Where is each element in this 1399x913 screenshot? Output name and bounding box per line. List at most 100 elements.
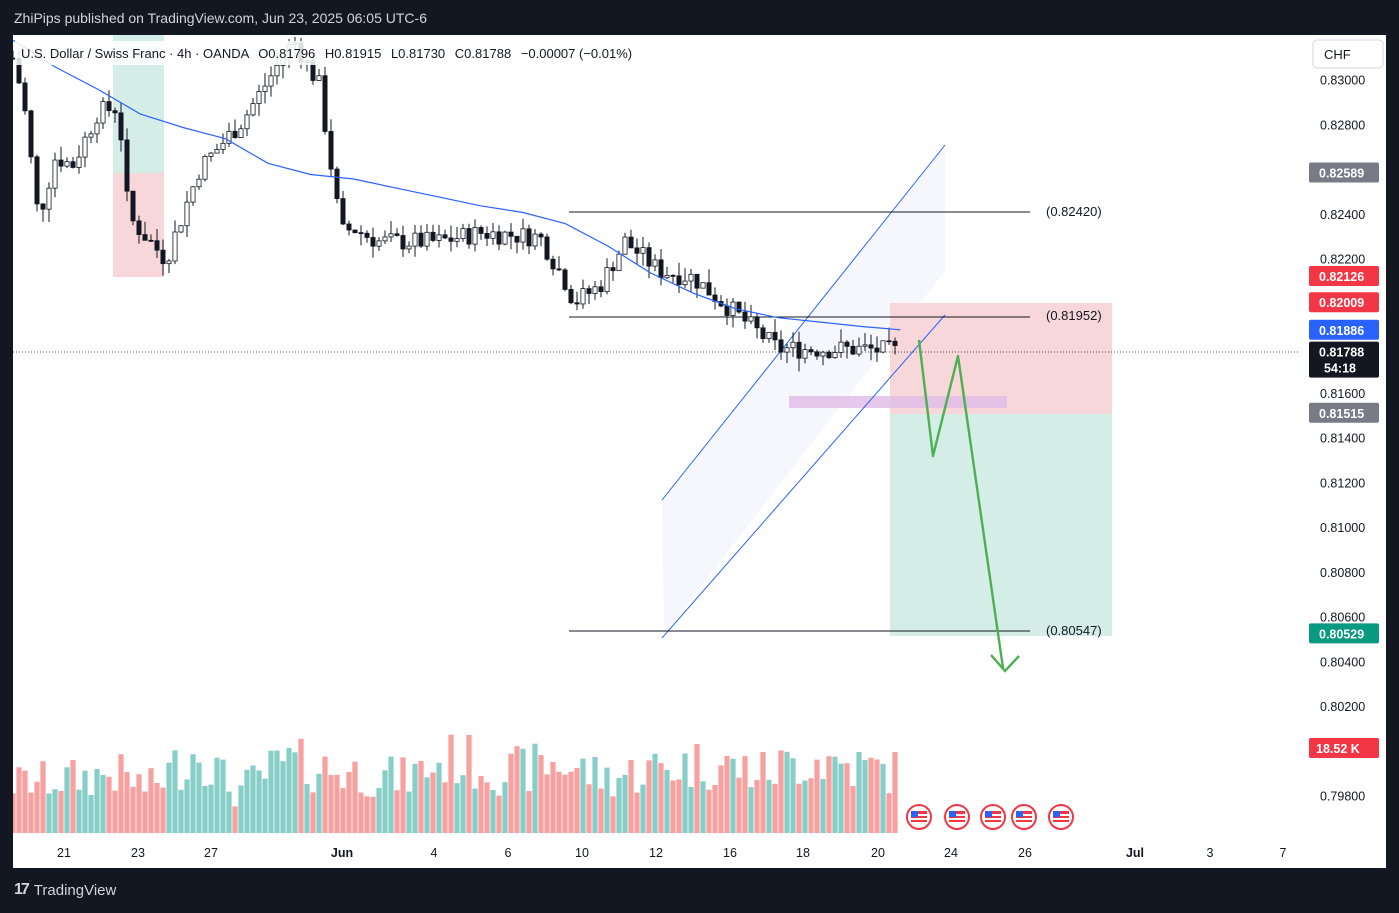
channel-upper-line[interactable] bbox=[661, 144, 946, 501]
volume-tag: 18.52 K bbox=[1309, 738, 1379, 758]
candle bbox=[352, 229, 358, 234]
candle bbox=[268, 66, 274, 97]
publish-info: ZhiPips published on TradingView.com, Ju… bbox=[14, 10, 427, 26]
volume-bar bbox=[286, 747, 292, 833]
volume-bar bbox=[358, 792, 364, 833]
volume-bar bbox=[652, 753, 658, 833]
volume-bar bbox=[844, 763, 850, 833]
tradingview-logo[interactable]: 17 TradingView bbox=[14, 881, 116, 899]
us-flag-icon[interactable] bbox=[906, 804, 932, 830]
price-chart[interactable]: (0.82420) (0.81952) (0.80547) U.S. Dolla… bbox=[13, 35, 1386, 868]
volume-bar bbox=[682, 753, 688, 833]
candle bbox=[94, 117, 100, 144]
volume-bar bbox=[586, 784, 592, 833]
volume-bar bbox=[808, 778, 814, 833]
volume-bar bbox=[88, 795, 94, 833]
projection-arrowhead bbox=[990, 654, 1020, 673]
candle bbox=[682, 268, 688, 288]
candle bbox=[760, 324, 766, 343]
candle bbox=[340, 190, 346, 226]
volume-bar bbox=[196, 762, 202, 833]
candle bbox=[40, 203, 46, 222]
volume-bar bbox=[580, 758, 586, 833]
candle bbox=[622, 232, 628, 255]
time-axis-tick: 12 bbox=[649, 846, 663, 860]
volume-bar bbox=[178, 789, 184, 833]
candle bbox=[370, 227, 376, 258]
candle bbox=[52, 152, 58, 198]
volume-bar bbox=[328, 775, 334, 833]
volume-bar bbox=[568, 771, 574, 833]
candle bbox=[430, 224, 436, 243]
candle bbox=[754, 312, 760, 339]
volume-bar bbox=[130, 786, 136, 833]
us-flag-icon[interactable] bbox=[944, 804, 970, 830]
candle bbox=[628, 229, 634, 249]
economic-event-flags[interactable] bbox=[906, 804, 1074, 830]
candle bbox=[358, 225, 364, 246]
candle bbox=[886, 327, 892, 345]
price-axis-tick: 0.81600 bbox=[1320, 387, 1365, 401]
channel-fill bbox=[662, 145, 945, 634]
candle bbox=[490, 222, 496, 245]
time-axis-tick: Jul bbox=[1126, 846, 1144, 860]
volume-bar bbox=[16, 767, 22, 833]
candle bbox=[316, 68, 322, 81]
volume-bar bbox=[832, 756, 838, 833]
volume-bar bbox=[646, 760, 652, 833]
volume-bar bbox=[352, 761, 358, 833]
candle bbox=[382, 230, 388, 244]
projection-arrow[interactable] bbox=[917, 339, 1005, 669]
price-axis-tick: 0.81200 bbox=[1320, 476, 1365, 490]
us-flag-icon[interactable] bbox=[1048, 804, 1074, 830]
channel-lower-line[interactable] bbox=[661, 314, 946, 639]
time-axis-tick: 20 bbox=[871, 846, 885, 860]
volume-bar bbox=[184, 779, 190, 833]
candle bbox=[448, 225, 454, 252]
candle bbox=[484, 226, 490, 246]
candle bbox=[514, 235, 520, 254]
volume-bar bbox=[118, 754, 124, 833]
candle bbox=[364, 230, 370, 243]
price-axis-tick: 0.81000 bbox=[1320, 521, 1365, 535]
price-axis[interactable]: 0.830000.828000.826000.824000.822000.820… bbox=[1320, 74, 1365, 804]
price-axis-tick: 0.79800 bbox=[1320, 790, 1365, 804]
candle bbox=[400, 225, 406, 257]
candle bbox=[802, 343, 808, 364]
volume-bar bbox=[154, 782, 160, 833]
volume-bar bbox=[460, 775, 466, 833]
candle bbox=[496, 225, 502, 251]
chart-frame[interactable]: (0.82420) (0.81952) (0.80547) U.S. Dolla… bbox=[13, 35, 1386, 868]
volume-bar bbox=[148, 768, 154, 833]
volume-bar bbox=[592, 756, 598, 833]
currency-button[interactable]: CHF bbox=[1312, 39, 1384, 69]
volume-bar bbox=[574, 768, 580, 833]
volume-bar bbox=[454, 783, 460, 833]
volume-bar bbox=[784, 751, 790, 833]
volume-bar bbox=[376, 787, 382, 833]
price-tag: 0.80529 bbox=[1309, 623, 1379, 644]
candle bbox=[172, 220, 178, 265]
symbol-name: U.S. Dollar / Swiss Franc · 4h · OANDA bbox=[21, 46, 250, 61]
us-flag-icon[interactable] bbox=[1011, 804, 1037, 830]
volume-bar bbox=[604, 767, 610, 833]
volume-bar bbox=[772, 783, 778, 833]
candle bbox=[778, 330, 784, 360]
volume-bar bbox=[610, 796, 616, 833]
candle bbox=[118, 102, 124, 152]
candle bbox=[700, 282, 706, 289]
time-axis-tick: 4 bbox=[431, 846, 438, 860]
volume-bar bbox=[166, 762, 172, 833]
us-flag-icon[interactable] bbox=[980, 804, 1006, 830]
time-axis[interactable]: 21 23 27 Jun 4 6 10 12 16 18 20 24 26 Jul 3 7 bbox=[57, 846, 1286, 860]
tradingview-logo-icon: 17 bbox=[14, 881, 30, 898]
candle bbox=[568, 285, 574, 305]
candle bbox=[712, 287, 718, 310]
volume-bar bbox=[172, 750, 178, 833]
candle bbox=[808, 346, 814, 356]
volume-bar bbox=[124, 772, 130, 833]
candle bbox=[706, 269, 712, 296]
volume-bar bbox=[70, 760, 76, 833]
volume-bar bbox=[490, 789, 496, 833]
volume-bar bbox=[700, 781, 706, 833]
